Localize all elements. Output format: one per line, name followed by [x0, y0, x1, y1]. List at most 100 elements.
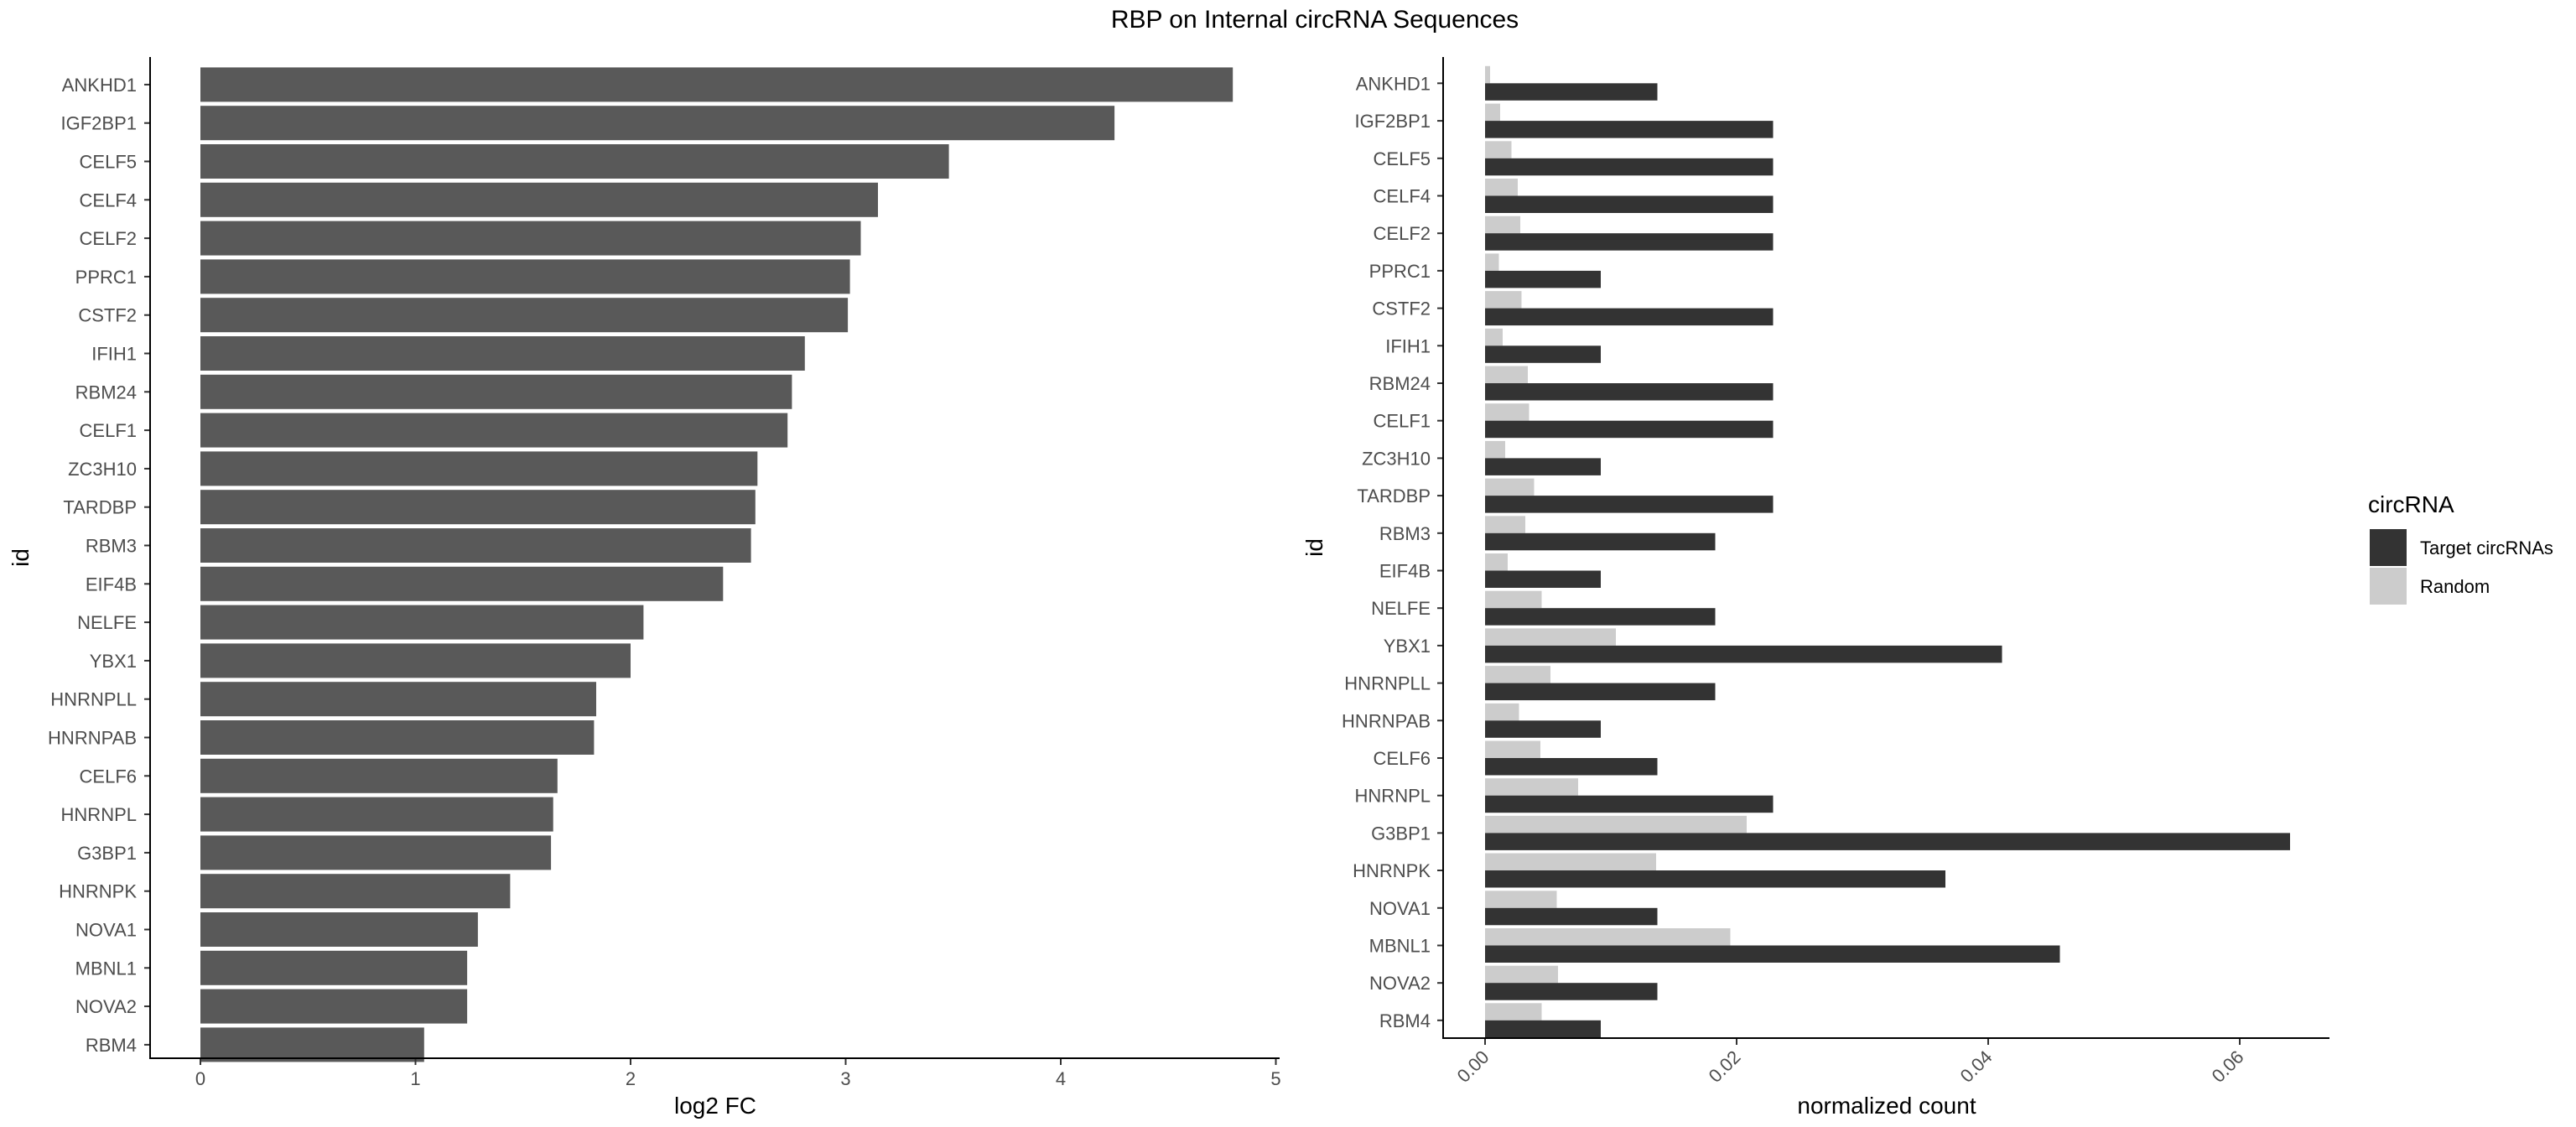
left-bar-ankhd1	[200, 67, 1233, 102]
left-bar-celf6	[200, 758, 558, 793]
right-category-label: CELF1	[1374, 411, 1431, 432]
right-category-label: IGF2BP1	[1355, 111, 1431, 132]
right-x-axis-title: normalized count	[1797, 1093, 1976, 1119]
right-bar-random-nova2	[1485, 965, 1558, 984]
right-category-label: MBNL1	[1369, 936, 1431, 957]
left-category-label: RBM4	[86, 1035, 137, 1056]
left-category-label: RBM24	[75, 382, 137, 402]
right-category-label: YBX1	[1384, 636, 1431, 657]
right-bar-random-ifih1	[1485, 328, 1503, 346]
right-bar-random-g3bp1	[1485, 815, 1747, 834]
right-bar-target-rbm4	[1485, 1020, 1601, 1038]
right-bar-target-igf2bp1	[1485, 121, 1774, 138]
right-bar-random-rbm24	[1485, 366, 1528, 383]
left-x-tick-label: 4	[1056, 1068, 1066, 1089]
right-bar-target-nelfe	[1485, 608, 1716, 626]
right-bar-target-celf2	[1485, 233, 1774, 251]
right-bar-random-ybx1	[1485, 628, 1616, 646]
left-category-label: G3BP1	[77, 843, 137, 864]
right-bar-random-celf5	[1485, 141, 1512, 158]
legend-key-target-circrnas	[2370, 529, 2407, 566]
left-category-label: RBM3	[86, 536, 137, 557]
right-bar-target-eif4b	[1485, 570, 1601, 588]
left-category-label: CELF5	[80, 152, 137, 173]
left-y-axis-title: id	[8, 548, 34, 567]
right-category-label: IFIH1	[1385, 335, 1431, 356]
right-bar-target-celf1	[1485, 420, 1774, 439]
right-bar-random-nova1	[1485, 891, 1557, 908]
left-x-tick-label: 2	[626, 1068, 636, 1089]
right-bar-random-mbnl1	[1485, 928, 1731, 946]
right-bar-target-hnrnpll	[1485, 683, 1716, 701]
left-bar-igf2bp1	[200, 106, 1115, 141]
right-category-label: CELF5	[1374, 148, 1431, 169]
left-x-ticks: 0 1 2 3 4 5	[195, 1058, 1281, 1089]
left-bar-cstf2	[200, 298, 849, 333]
left-bar-celf2	[200, 221, 861, 256]
right-x-tick-label: 0.02	[1705, 1046, 1745, 1087]
legend-label-random: Random	[2420, 576, 2490, 597]
legend-label-target-circrnas: Target circRNAs	[2420, 538, 2553, 558]
right-bar-random-zc3h10	[1485, 440, 1505, 459]
right-x-tick-label: 0.04	[1956, 1046, 1997, 1087]
right-category-label: CELF6	[1374, 748, 1431, 769]
right-x-tick-label: 0.06	[2208, 1046, 2248, 1087]
left-category-label: MBNL1	[75, 958, 137, 979]
right-bar-random-rbm4	[1485, 1003, 1542, 1021]
right-category-label: ANKHD1	[1356, 73, 1431, 94]
right-bar-random-celf2	[1485, 216, 1520, 234]
right-category-label: RBM4	[1379, 1010, 1431, 1031]
right-bar-random-hnrnpab	[1485, 703, 1519, 721]
right-bar-target-celf4	[1485, 195, 1774, 213]
left-bar-rbm3	[200, 528, 751, 563]
right-bar-target-hnrnpab	[1485, 720, 1601, 738]
left-bar-hnrnpk	[200, 874, 511, 909]
right-y-axis-title: id	[1301, 538, 1327, 557]
left-category-label: HNRNPL	[61, 804, 137, 825]
right-bar-target-ybx1	[1485, 645, 2002, 663]
left-bar-ifih1	[200, 336, 805, 371]
right-category-label: CELF2	[1374, 223, 1431, 244]
right-bar-target-pprc1	[1485, 270, 1601, 288]
left-category-label: NOVA2	[75, 996, 137, 1017]
right-category-label: CSTF2	[1372, 299, 1431, 319]
left-category-label: CELF1	[80, 420, 137, 441]
left-bar-nova1	[200, 912, 478, 947]
left-bar-pprc1	[200, 259, 850, 294]
left-bar-zc3h10	[200, 451, 758, 486]
right-bar-target-g3bp1	[1485, 833, 2290, 850]
right-category-label: NOVA1	[1369, 898, 1431, 919]
left-bar-mbnl1	[200, 950, 468, 985]
right-bar-target-celf6	[1485, 758, 1658, 776]
right-category-label: ZC3H10	[1362, 448, 1431, 469]
left-category-labels: ANKHD1 IGF2BP1 CELF5 CELF4 CELF2 PPRC1 CSTF2 IF…	[48, 75, 150, 1056]
left-bar-tardbp	[200, 490, 756, 525]
right-category-label: CELF4	[1374, 186, 1431, 207]
left-panel: ANKHD1 IGF2BP1 CELF5 CELF4 CELF2 PPRC1 CSTF2 IF…	[8, 57, 1281, 1119]
right-bar-random-cstf2	[1485, 291, 1522, 309]
left-bar-g3bp1	[200, 835, 552, 870]
left-category-label: HNRNPAB	[48, 728, 137, 749]
left-bar-hnrnpab	[200, 720, 595, 755]
right-bar-random-hnrnpk	[1485, 853, 1656, 870]
right-category-label: RBM24	[1369, 373, 1431, 394]
right-category-labels: ANKHD1 IGF2BP1 CELF5 CELF4 CELF2 PPRC1 CSTF2 IF…	[1342, 73, 1443, 1031]
left-category-label: CELF2	[80, 228, 137, 249]
left-bar-rbm24	[200, 374, 792, 409]
right-category-label: HNRNPK	[1353, 860, 1431, 881]
right-bar-random-rbm3	[1485, 516, 1525, 533]
right-bar-random-eif4b	[1485, 553, 1508, 571]
right-bar-random-celf6	[1485, 740, 1540, 758]
left-x-tick-label: 0	[195, 1068, 205, 1089]
left-x-tick-label: 3	[840, 1068, 850, 1089]
left-category-label: CSTF2	[78, 305, 137, 326]
right-category-label: HNRNPL	[1355, 786, 1431, 807]
left-bar-nelfe	[200, 605, 644, 640]
right-x-ticks: 0.00 0.02 0.04 0.06	[1453, 1038, 2248, 1087]
right-category-label: HNRNPLL	[1344, 673, 1431, 694]
left-bar-celf1	[200, 413, 788, 448]
left-x-axis-title: log2 FC	[674, 1093, 756, 1119]
left-category-label: NOVA1	[75, 920, 137, 941]
legend: circRNA Target circRNAs Random	[2368, 491, 2553, 605]
